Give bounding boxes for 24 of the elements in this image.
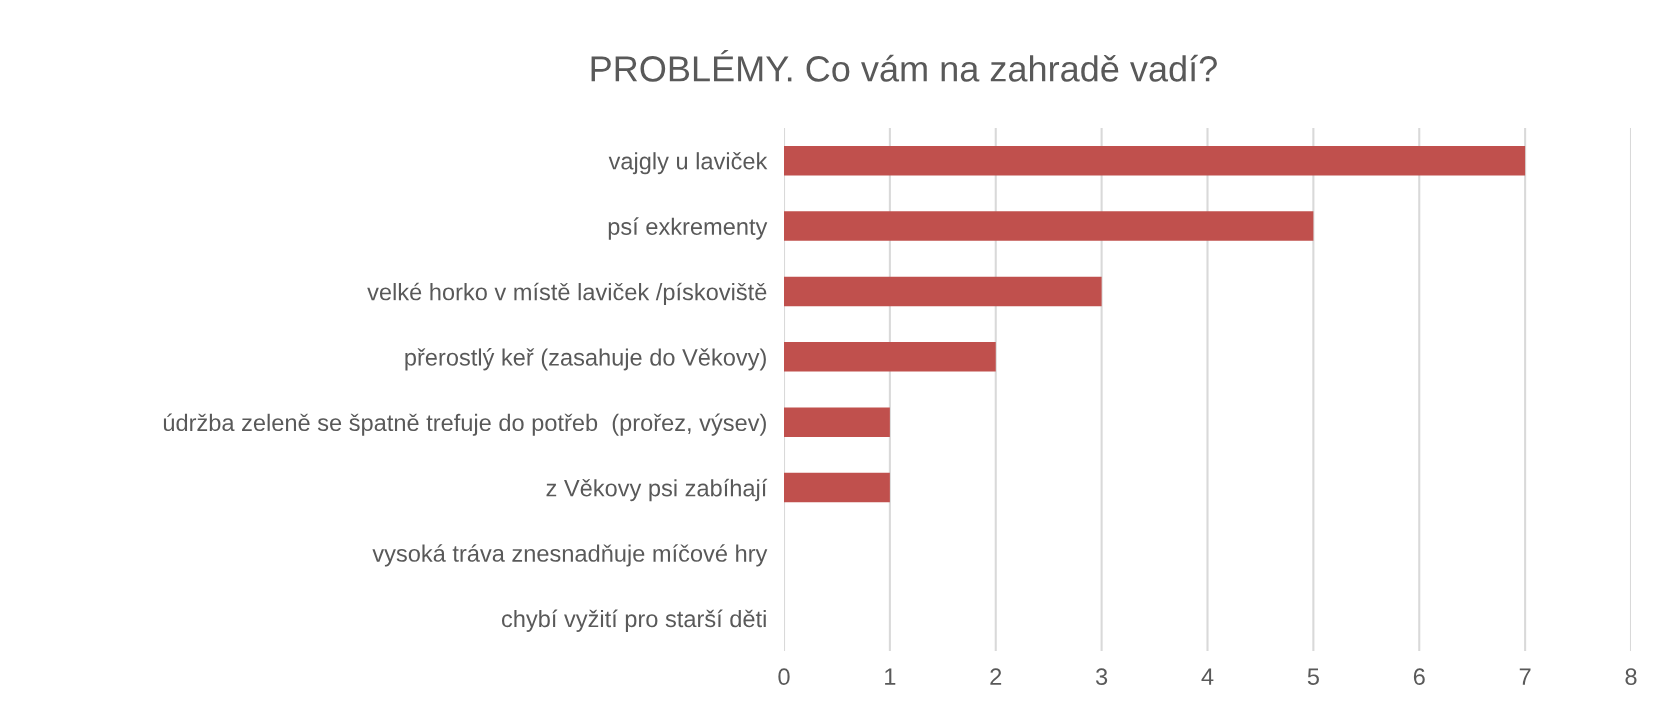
- bar: [784, 342, 996, 372]
- y-tick-label: psí exkrementy: [608, 217, 768, 240]
- x-tick-label: 7: [1519, 668, 1531, 685]
- bar: [784, 276, 1102, 307]
- x-tick-label: 5: [1307, 668, 1319, 686]
- y-tick-label: chybí vyžití pro starší děti: [501, 609, 766, 632]
- x-tick-label: 4: [1201, 668, 1214, 685]
- y-tick-label: z Věkovy psi zabíhají: [546, 478, 768, 502]
- y-tick-label: vysoká tráva znesnadňuje míčové hry: [372, 544, 768, 567]
- x-tick-label: 2: [990, 668, 1002, 685]
- x-tick-label: 8: [1625, 668, 1637, 686]
- chart-title: PROBLÉMY. Co vám na zahradě vadí?: [591, 50, 1217, 82]
- x-tick-label: 1: [885, 668, 896, 685]
- bar: [784, 407, 890, 437]
- y-tick-label: vajgly u laviček: [608, 152, 768, 175]
- y-tick-label: údržba zeleně se špatně trefuje do potřeb (prořez, výsev): [163, 413, 766, 436]
- bar: [784, 145, 1526, 176]
- y-tick-label: velké horko v místě laviček /pískoviště: [367, 282, 767, 306]
- x-tick-label: 3: [1095, 668, 1108, 686]
- y-tick-label: přerostlý keř (zasahuje do Věkovy): [405, 348, 766, 371]
- bar: [784, 211, 1314, 241]
- x-tick-label: 6: [1413, 668, 1425, 686]
- x-tick-label: 0: [778, 668, 790, 686]
- bar: [784, 472, 890, 503]
